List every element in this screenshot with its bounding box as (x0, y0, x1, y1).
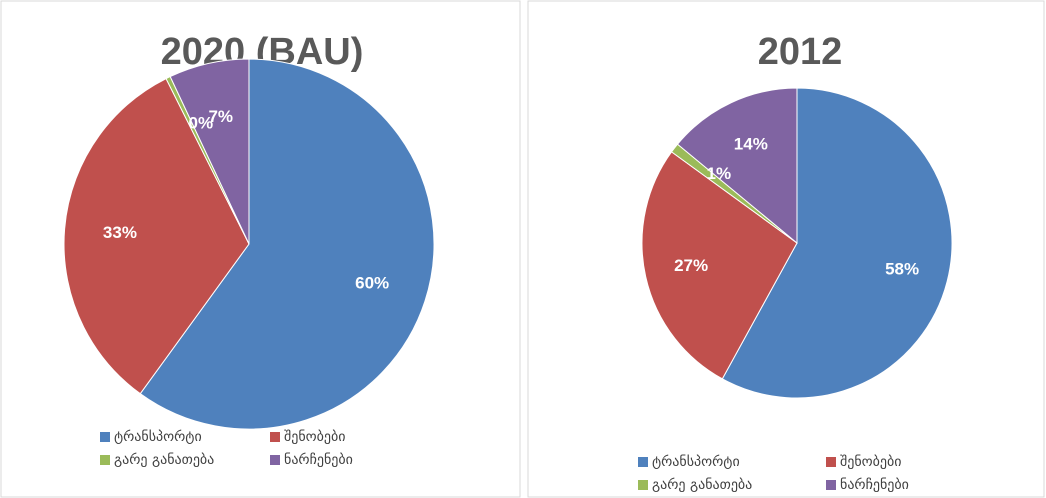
data-label: 58% (885, 259, 919, 278)
data-label: 60% (355, 274, 389, 293)
legend-label: ნარჩენები (284, 451, 353, 468)
pie-slice (721, 87, 953, 399)
legend-swatch (826, 480, 836, 490)
legend-label: ნარჩენები (840, 476, 909, 493)
legend-swatch (826, 457, 836, 467)
data-label: 14% (734, 134, 768, 153)
legend-label: გარე განათება (652, 476, 752, 493)
pie-slice (676, 87, 798, 245)
legend-swatch (270, 432, 280, 442)
legend-label: ტრანსპორტი (114, 428, 202, 445)
data-label: 33% (103, 223, 137, 242)
data-label: 1% (707, 164, 732, 183)
legend-label: შენობები (840, 454, 902, 470)
legend-label: შენობები (284, 429, 346, 445)
legend-swatch (100, 432, 110, 442)
data-label: 7% (208, 107, 233, 126)
legend-swatch (638, 480, 648, 490)
legend-swatch (100, 455, 110, 465)
data-label: 0% (188, 114, 213, 133)
pie-slice (63, 77, 250, 395)
pie-slice (169, 58, 250, 245)
legend-swatch (638, 457, 648, 467)
legend-label: ტრანსპორტი (652, 453, 740, 470)
pie-slice (139, 58, 435, 430)
legend-swatch (270, 455, 280, 465)
chart-title: 2012 (758, 31, 843, 73)
pie-slice (641, 151, 798, 380)
data-label: 27% (674, 256, 708, 275)
legend-label: გარე განათება (114, 451, 214, 468)
